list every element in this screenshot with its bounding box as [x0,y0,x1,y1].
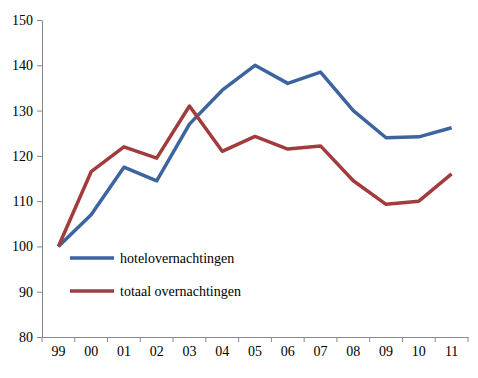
x-tick: 01 [117,337,131,359]
x-tick-label: 08 [346,344,360,359]
x-tick-label: 04 [215,344,229,359]
y-tick-mark [37,20,42,21]
y-tick-label: 120 [12,149,33,164]
y-tick: 140 [12,58,42,73]
y-tick-label: 90 [19,285,33,300]
x-tick-label: 03 [182,344,196,359]
x-tick: 11 [445,337,458,359]
y-tick-label: 150 [12,13,33,28]
x-tick: 99 [51,337,65,359]
y-tick: 110 [13,194,42,209]
legend-label: totaal overnachtingen [120,284,241,299]
x-tick-label: 10 [412,344,426,359]
x-separator [74,337,75,342]
x-separator [271,337,272,342]
chart: 80 90 100 110 120 130 140 150 99 00 01 02 03 04 05 06 07… [0,0,478,378]
series-lines [58,65,451,246]
x-tick: 09 [379,337,393,359]
x-tick: 10 [412,337,426,359]
y-tick-mark [37,292,42,293]
y-tick-mark [37,201,42,202]
x-axis-line [43,337,469,338]
y-tick-mark [37,337,42,338]
x-tick-label: 09 [379,344,393,359]
y-tick: 80 [19,330,42,345]
x-separators [42,337,468,342]
y-tick: 150 [12,13,42,28]
x-tick: 00 [84,337,98,359]
x-tick: 03 [182,337,196,359]
x-tick-label: 05 [248,344,262,359]
y-tick: 100 [12,239,42,254]
x-separator [205,337,206,342]
y-tick-label: 140 [12,58,33,73]
x-separator [173,337,174,342]
y-tick: 120 [12,149,42,164]
y-tick-mark [37,156,42,157]
y-tick-label: 80 [19,330,33,345]
x-tick-label: 02 [150,344,164,359]
x-separator [238,337,239,342]
x-tick: 05 [248,337,262,359]
series-line [58,65,451,246]
y-tick-mark [37,111,42,112]
y-tick-label: 130 [12,104,33,119]
x-separator [369,337,370,342]
legend-label: hotelovernachtingen [120,251,234,266]
x-tick: 06 [281,337,295,359]
y-tick-mark [37,65,42,66]
y-tick: 90 [19,285,42,300]
x-tick-label: 06 [281,344,295,359]
y-tick: 130 [12,104,42,119]
x-tick: 02 [150,337,164,359]
x-tick-label: 07 [314,344,328,359]
series-line [58,106,451,246]
plot: 80 90 100 110 120 130 140 150 99 00 01 02 03 04 05 06 07… [12,13,469,359]
x-separator [42,337,43,342]
y-tick-mark [37,246,42,247]
x-tick-label: 99 [51,344,65,359]
x-tick: 07 [314,337,328,359]
x-tick-label: 11 [445,344,458,359]
x-tick-label: 00 [84,344,98,359]
y-tick-label: 110 [13,194,33,209]
x-axis: 99 00 01 02 03 04 05 06 07 08 09 10 11 [42,337,469,359]
x-separator [107,337,108,342]
x-separator [336,337,337,342]
x-separator [435,337,436,342]
x-tick: 04 [215,337,229,359]
legend: hotelovernachtingen totaal overnachtingen [70,251,241,299]
y-axis-line [42,21,43,338]
y-axis: 80 90 100 110 120 130 140 150 [12,13,43,345]
x-separator [402,337,403,342]
x-tick-label: 01 [117,344,131,359]
y-tick-label: 100 [12,239,33,254]
legend-swatch [70,256,114,260]
x-separator [468,337,469,342]
legend-swatch [70,289,114,293]
x-separator [140,337,141,342]
x-separator [304,337,305,342]
x-tick: 08 [346,337,360,359]
